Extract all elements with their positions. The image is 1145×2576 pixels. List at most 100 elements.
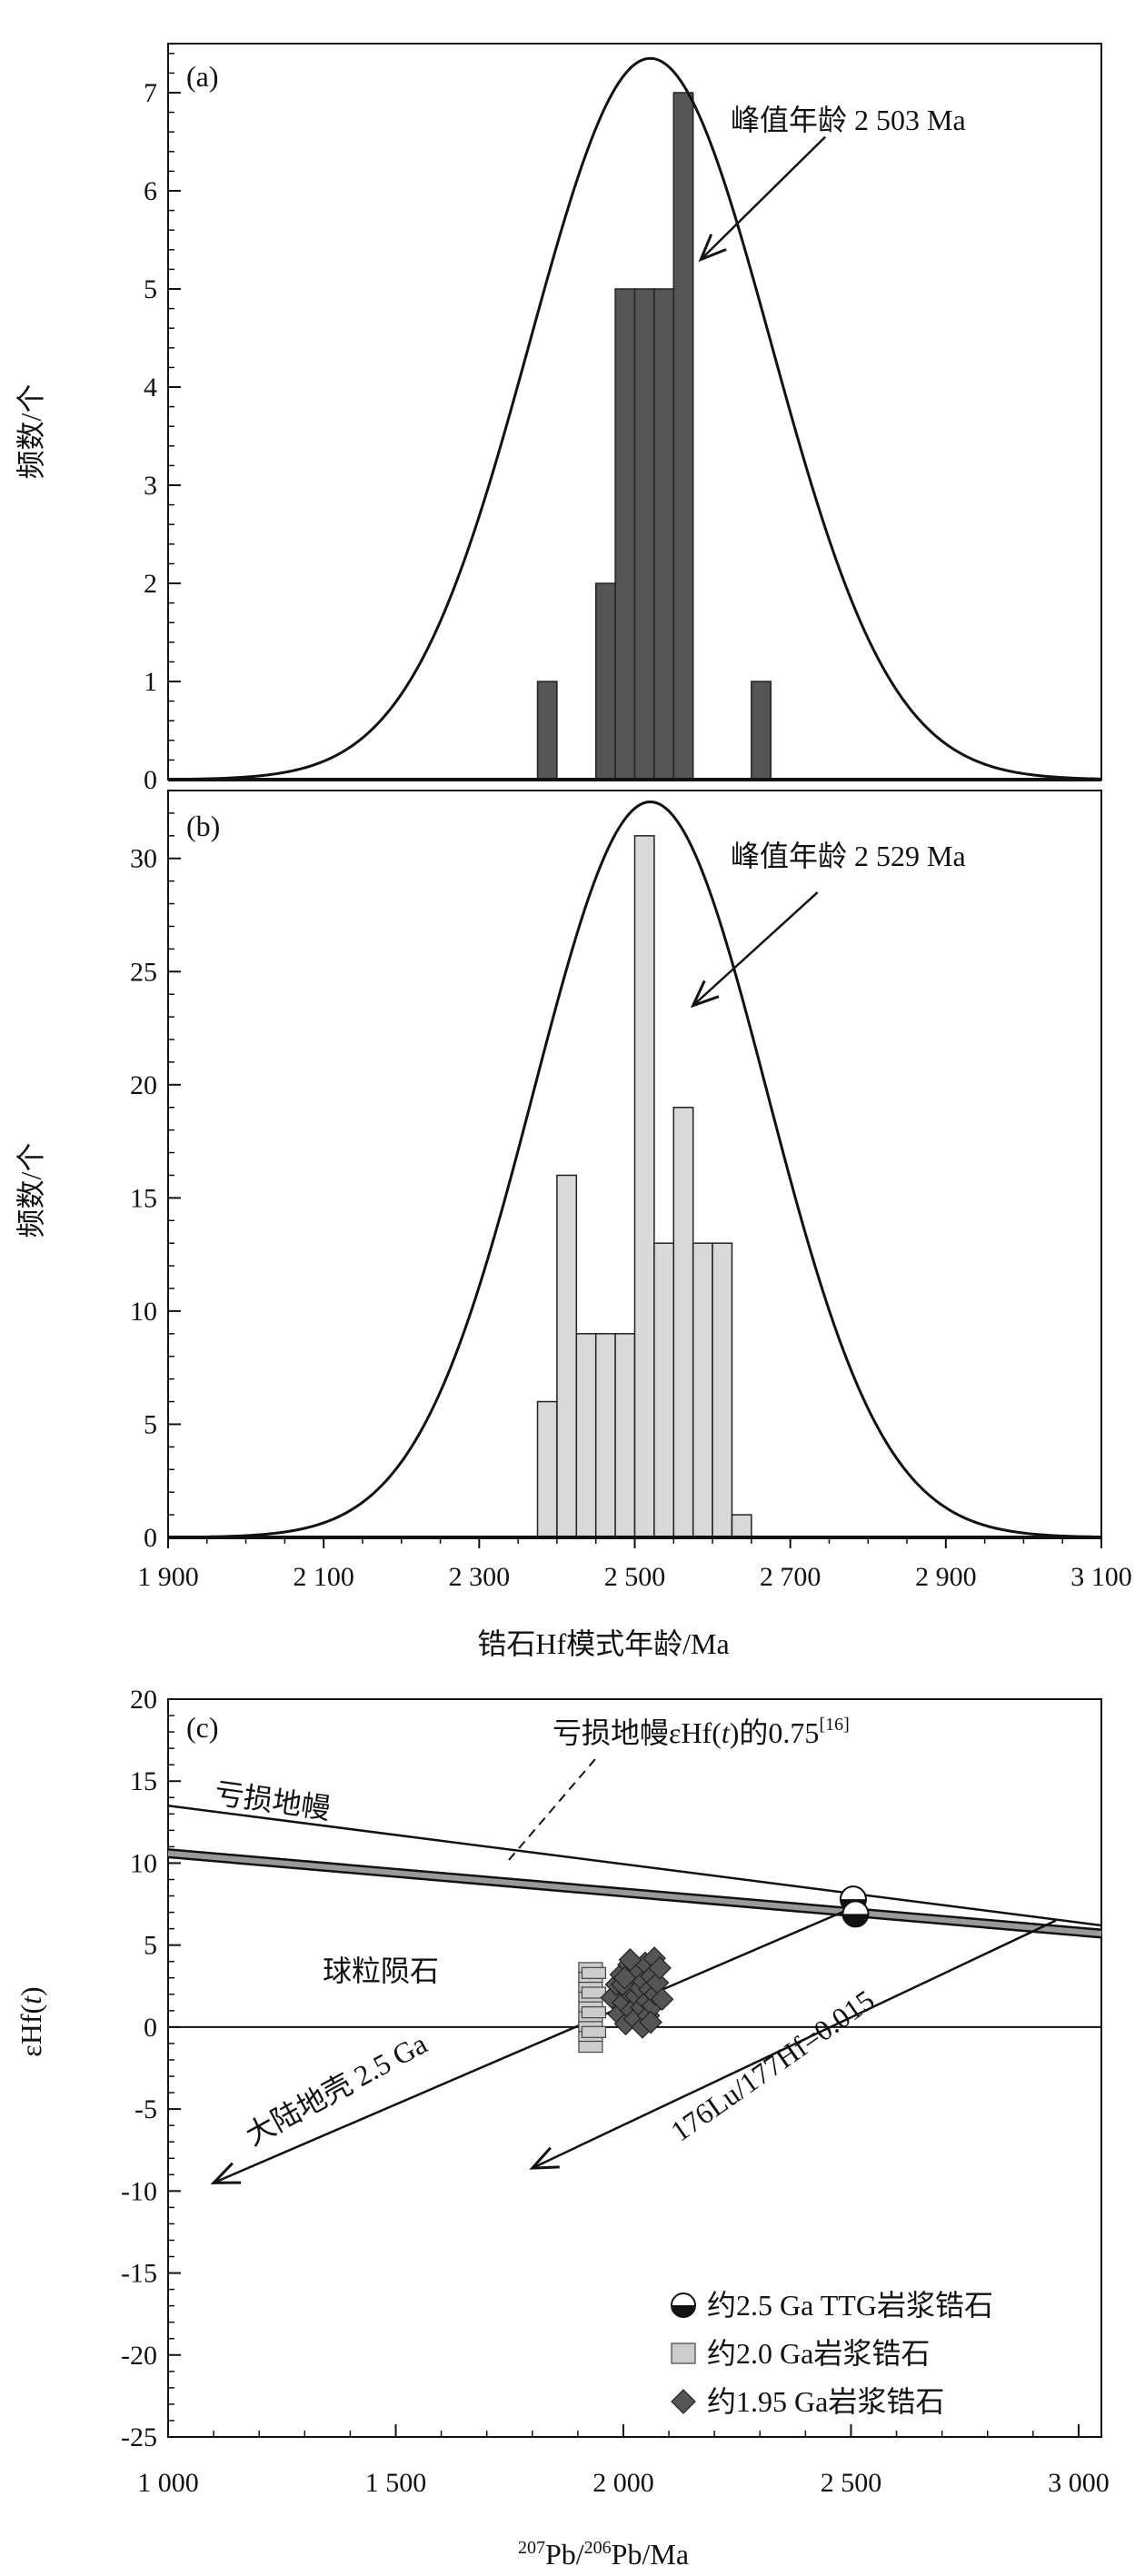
y-tick-label: 10 (130, 1848, 157, 1878)
y-tick-label: 0 (144, 765, 157, 795)
plot-frame (167, 1698, 1102, 2438)
y-axis-ticks: 20 15 10 5 0 -5 -10 -15 -20 -25 (121, 1685, 181, 2452)
legend-marker-ttg (671, 2293, 696, 2318)
y-tick-label: -20 (121, 2341, 157, 2371)
peak-arrow-shaft (700, 135, 827, 261)
histogram-bar-2 (556, 1174, 578, 1538)
dm-075-band-fill (167, 1850, 1102, 1937)
panel-c-xlabel: 207Pb/206Pb/Ma (518, 2538, 689, 2571)
histogram-bar-4 (633, 288, 655, 781)
depleted-mantle-label: 亏损地幔 (213, 1776, 333, 1825)
square-marker-10 (581, 1966, 607, 1979)
normal-distribution-curve (167, 800, 1102, 1539)
y-tick-label: 0 (144, 2013, 157, 2043)
series-2.5ga-ttg-circles (839, 1885, 870, 1928)
histogram-bar-2 (594, 582, 616, 781)
panel-c-label: (c) (186, 1711, 219, 1744)
histogram-bar-3 (575, 1333, 597, 1538)
panel-b-label: (b) (186, 810, 220, 842)
panel-a-histogram: (a) 频数/个 0 1 2 3 4 5 6 7 峰值年龄 2 503 Ma (15, 43, 1102, 795)
bars-group (536, 92, 772, 781)
x-axis-ticks: 1 900 2 100 2 300 2 500 2 700 2 900 3 100 (137, 1537, 1132, 1592)
peak-arrow-head (698, 234, 727, 263)
ttg-marker-2 (841, 1900, 870, 1928)
histogram-bar-8 (672, 1106, 694, 1538)
peak-age-annotation: 峰值年龄 2 503 Ma (731, 104, 966, 136)
y-tick-label: 7 (144, 78, 157, 108)
lu-hf-evolution-label: 176Lu/177Hf=0.015 (664, 1984, 880, 2148)
x-axis-ticks: 1 000 1 500 2 000 2 500 3 000 (137, 2424, 1110, 2498)
y-tick-label: 5 (144, 1931, 157, 1961)
legend-label-2.0ga: 约2.0 Ga岩浆锆石 (707, 2337, 930, 2370)
y-tick-label: -25 (121, 2422, 157, 2452)
histogram-bar-7 (653, 1242, 675, 1538)
crust-evolution-line (213, 1906, 854, 2184)
x-tick-label: 2 000 (592, 2468, 654, 2498)
histogram-bar-10 (712, 1242, 733, 1538)
y-tick-label: 15 (130, 1183, 157, 1213)
legend-label-1.95ga: 约1.95 Ga岩浆锆石 (707, 2385, 944, 2418)
peak-arrow-shaft (692, 891, 819, 1007)
circle-filled-half (672, 2305, 695, 2317)
panel-c-ylabel: εHf(t) (15, 1986, 47, 2056)
histogram-bar-4 (594, 1333, 616, 1538)
y-tick-label: 5 (144, 1409, 157, 1439)
y-tick-label: 10 (130, 1297, 157, 1327)
x-tick-label: 2 500 (821, 2468, 882, 2498)
histogram-bar-3 (614, 288, 636, 781)
y-tick-label: 2 (144, 569, 157, 599)
x-tick-label: 1 500 (365, 2468, 427, 2498)
lu-hf-evolution-line (532, 1919, 1057, 2170)
depleted-mantle-line (167, 1805, 1102, 1927)
y-tick-label: 3 (144, 471, 157, 501)
diamond-marker-28 (650, 1987, 674, 2012)
y-axis-ticks: 0 1 2 3 4 5 6 7 (144, 53, 181, 795)
y-tick-label: 20 (130, 1685, 157, 1715)
peak-age-annotation: 峰值年龄 2 529 Ma (731, 840, 966, 872)
dm-075-label: 亏损地幔εHf(t)的0.75[16] (553, 1715, 850, 1749)
panel-b-histogram: (b) 频数/个 锆石Hf模式年龄/Ma 0 5 10 15 20 25 30 峰值年龄 2 … (15, 790, 1132, 1660)
y-tick-label: 25 (130, 957, 157, 987)
histogram-bar-6 (633, 835, 655, 1538)
x-tick-label: 2 700 (760, 1562, 821, 1592)
x-tick-label: 2 500 (604, 1562, 666, 1592)
legend-marker-square (671, 2342, 696, 2364)
histogram-bar-11 (731, 1514, 752, 1538)
x-tick-label: 1 000 (137, 2468, 199, 2498)
dm-075-leader-dashed (508, 1758, 596, 1861)
x-tick-label: 3 100 (1070, 1562, 1132, 1592)
normal-distribution-curve (167, 56, 1102, 781)
x-tick-label: 2 100 (293, 1562, 354, 1592)
histogram-bar-9 (692, 1242, 713, 1538)
y-tick-label: -10 (121, 2176, 157, 2206)
square-marker-13 (581, 2025, 607, 2038)
peak-arrow-head (690, 980, 720, 1009)
histogram-bar-5 (653, 288, 675, 781)
histogram-bar-7 (751, 681, 772, 781)
square-marker-12 (581, 2006, 607, 2019)
series-2.0ga-squares (578, 1962, 607, 2054)
panel-a-ylabel: 频数/个 (15, 384, 47, 480)
y-tick-label: 0 (144, 1523, 157, 1553)
histogram-bar-6 (672, 92, 694, 781)
chondrite-label: 球粒陨石 (323, 1954, 439, 1987)
diamond-marker-31 (612, 1965, 637, 1990)
diamond-marker-27 (648, 1956, 672, 1980)
legend-marker-diamond (671, 2389, 696, 2414)
x-tick-label: 1 900 (137, 1562, 199, 1592)
circle-filled-half (842, 1914, 869, 1927)
crust-evolution-label: 大陆地壳 2.5 Ga (240, 2027, 433, 2153)
x-tick-label: 3 000 (1048, 2468, 1110, 2498)
y-tick-label: 5 (144, 274, 157, 304)
x-tick-label: 2 300 (449, 1562, 511, 1592)
diamond-marker-32 (639, 2010, 662, 2034)
panel-c-scatter: (c) εHf(t) 207Pb/206Pb/Ma 亏损地幔 亏损地幔εHf(t… (15, 1685, 1110, 2571)
crust-evolution-arrow-head (210, 2162, 242, 2184)
x-tick-label: 2 900 (915, 1562, 977, 1592)
square-marker-9 (578, 2040, 603, 2054)
histogram-bar-1 (536, 681, 558, 781)
panel-a-label: (a) (186, 60, 219, 93)
lu-hf-evolution-arrow-head (529, 2146, 560, 2170)
